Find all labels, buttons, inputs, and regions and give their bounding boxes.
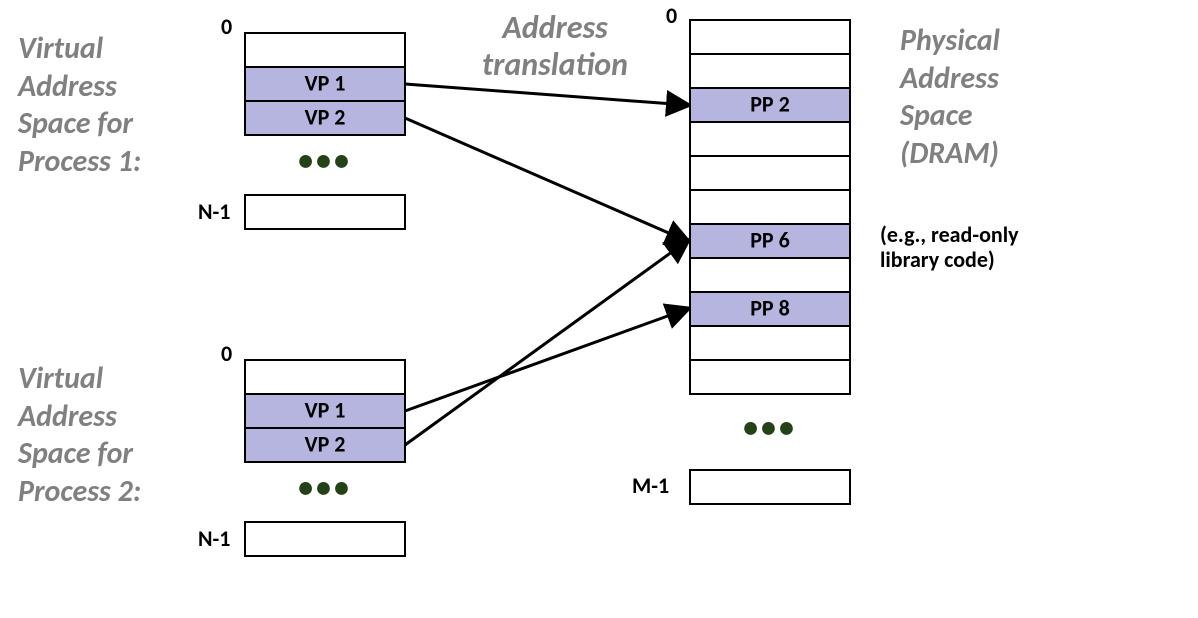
translation-label: Addresstranslation xyxy=(440,10,670,84)
mapping-arrow-1 xyxy=(405,118,687,241)
v2-zero-label: 0 xyxy=(221,340,232,367)
virtual-space-2-label: VirtualAddressSpace forProcess 2: xyxy=(18,360,141,510)
p-pp6-label: PP 6 xyxy=(750,226,790,253)
memory-diagram: VP 1 VP 2 ••• VP 1 VP 2 ••• PP 2 PP 6 PP 8 ••• xyxy=(0,0,1198,618)
v2-n1-label: N-1 xyxy=(198,525,230,552)
virtual-space-1-label: VirtualAddressSpace forProcess 1: xyxy=(18,30,141,180)
p-blank-cell xyxy=(690,54,850,88)
mapping-arrow-2 xyxy=(405,309,687,411)
mapping-arrow-0 xyxy=(405,84,687,105)
v1-blank-cell xyxy=(245,33,405,67)
v2-last-cell xyxy=(245,522,405,556)
p-blank-cell xyxy=(690,326,850,360)
p-ellipsis: ••• xyxy=(743,409,797,446)
physical-space-label: PhysicalAddressSpace(DRAM) xyxy=(900,22,1000,172)
v2-vp2-label: VP 2 xyxy=(305,430,346,457)
p-blank-cell xyxy=(690,122,850,156)
p-last-cell xyxy=(690,470,850,504)
p-blank-cell xyxy=(690,360,850,394)
v1-zero-label: 0 xyxy=(221,13,232,40)
v2-vp1-label: VP 1 xyxy=(305,396,346,423)
v1-ellipsis: ••• xyxy=(298,142,352,179)
p-pp8-label: PP 8 xyxy=(750,294,790,321)
p-blank-cell xyxy=(690,258,850,292)
mapping-arrow-3 xyxy=(405,241,687,445)
v1-vp1-label: VP 1 xyxy=(305,69,346,96)
p-m1-label: M-1 xyxy=(632,472,669,499)
v1-vp2-label: VP 2 xyxy=(305,103,346,130)
v2-blank-cell xyxy=(245,360,405,394)
library-note: (e.g., read-onlylibrary code) xyxy=(880,222,1019,273)
p-blank-cell xyxy=(690,190,850,224)
v1-n1-label: N-1 xyxy=(198,198,230,225)
p-pp2-label: PP 2 xyxy=(750,90,790,117)
v1-last-cell xyxy=(245,195,405,229)
p-blank-cell xyxy=(690,20,850,54)
v2-ellipsis: ••• xyxy=(298,469,352,506)
p-zero-label: 0 xyxy=(666,2,677,29)
p-blank-cell xyxy=(690,156,850,190)
